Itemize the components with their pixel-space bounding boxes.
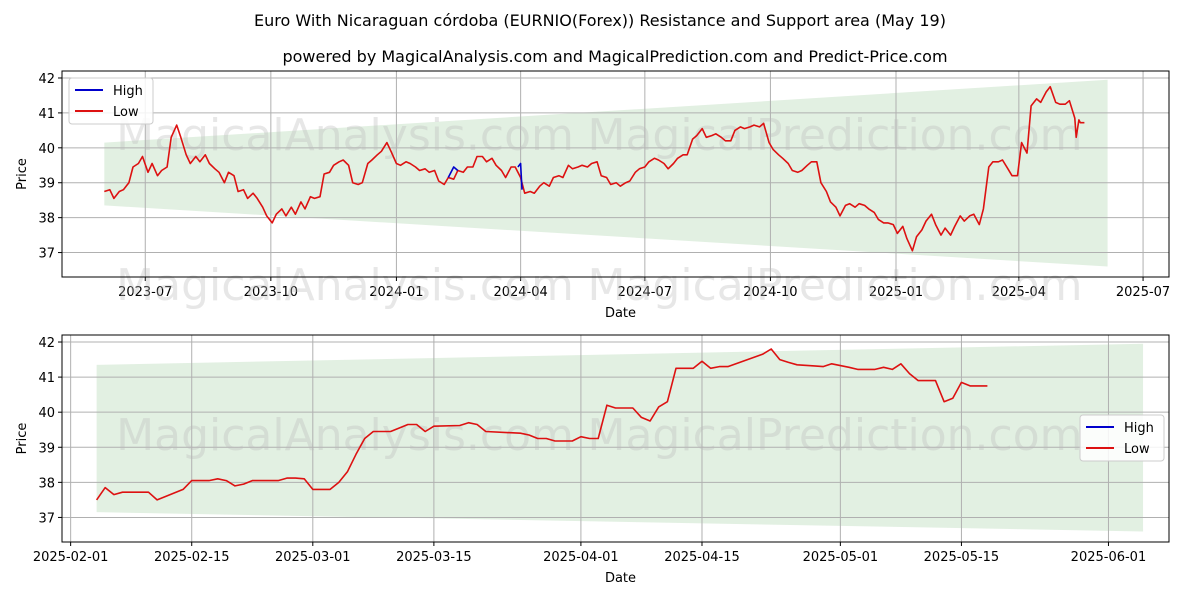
chart-title: Euro With Nicaraguan córdoba (EURNIO(For… xyxy=(254,11,946,30)
legend-label-low: Low xyxy=(1124,442,1150,457)
x-tick-label: 2024-01 xyxy=(369,285,423,300)
x-tick-label: 2025-06-01 xyxy=(1071,550,1147,565)
x-tick-label: 2025-03-01 xyxy=(275,550,351,565)
y-tick-label: 40 xyxy=(38,406,55,421)
x-tick-label: 2025-02-15 xyxy=(154,550,230,565)
x-tick-label: 2025-03-15 xyxy=(396,550,472,565)
x-axis-label: Date xyxy=(605,571,636,586)
y-tick-label: 39 xyxy=(38,177,55,192)
x-tick-label: 2024-04 xyxy=(493,285,547,300)
watermark-text: MagicalPrediction.com xyxy=(588,410,1083,461)
y-tick-label: 39 xyxy=(38,441,55,456)
y-axis-label: Price xyxy=(15,423,30,455)
chart-legend: High Low xyxy=(1079,414,1165,462)
watermark-text: MagicalAnalysis.com xyxy=(116,110,574,161)
y-tick-label: 42 xyxy=(38,72,55,87)
plot-frame xyxy=(61,70,1170,278)
x-tick-label: 2023-10 xyxy=(244,285,298,300)
y-tick-label: 41 xyxy=(38,371,55,386)
y-tick-label: 42 xyxy=(38,336,55,351)
watermark-text: MagicalPrediction.com xyxy=(588,260,1083,311)
series-line-high xyxy=(447,166,459,178)
support-resistance-band xyxy=(96,343,1144,532)
x-tick-label: 2025-05-15 xyxy=(924,550,1000,565)
x-axis-label: Date xyxy=(605,306,636,321)
y-tick-label: 37 xyxy=(38,511,55,526)
y-tick-label: 38 xyxy=(38,212,55,227)
watermark-text: MagicalAnalysis.com xyxy=(116,260,574,311)
x-tick-label: 2025-02-01 xyxy=(33,550,109,565)
y-tick-label: 41 xyxy=(38,107,55,122)
series-line-high xyxy=(517,162,523,190)
series-line-low xyxy=(104,85,1085,252)
y-axis-label: Price xyxy=(15,158,30,190)
chart-panel-1: 2023-07 2023-10 2024-01 2024-04 2024-07 2024-… xyxy=(15,70,1170,321)
chart-subtitle: powered by MagicalAnalysis.com and Magic… xyxy=(282,47,947,66)
x-tick-label: 2025-07 xyxy=(1116,285,1170,300)
x-tick-label: 2024-07 xyxy=(618,285,672,300)
x-tick-label: 2025-05-01 xyxy=(803,550,879,565)
chart-legend: High Low xyxy=(68,77,154,125)
y-tick-label: 37 xyxy=(38,247,55,262)
legend-label-low: Low xyxy=(113,105,139,120)
support-resistance-band xyxy=(104,79,1108,267)
chart-panel-2: 2025-02-01 2025-02-15 2025-03-01 2025-03-15… xyxy=(15,334,1170,586)
y-tick-label: 38 xyxy=(38,476,55,491)
x-tick-label: 2025-04 xyxy=(992,285,1046,300)
x-tick-label: 2024-10 xyxy=(743,285,797,300)
x-tick-label: 2023-07 xyxy=(118,285,172,300)
x-tick-label: 2025-04-15 xyxy=(664,550,740,565)
legend-label-high: High xyxy=(1124,421,1154,436)
legend-label-high: High xyxy=(113,84,143,99)
series-line-low xyxy=(95,348,988,501)
x-tick-label: 2025-01 xyxy=(869,285,923,300)
plot-frame xyxy=(61,334,1170,543)
y-tick-label: 40 xyxy=(38,142,55,157)
watermark-text: MagicalPrediction.com xyxy=(588,110,1083,161)
x-tick-label: 2025-04-01 xyxy=(543,550,619,565)
watermark-text: MagicalAnalysis.com xyxy=(116,410,574,461)
